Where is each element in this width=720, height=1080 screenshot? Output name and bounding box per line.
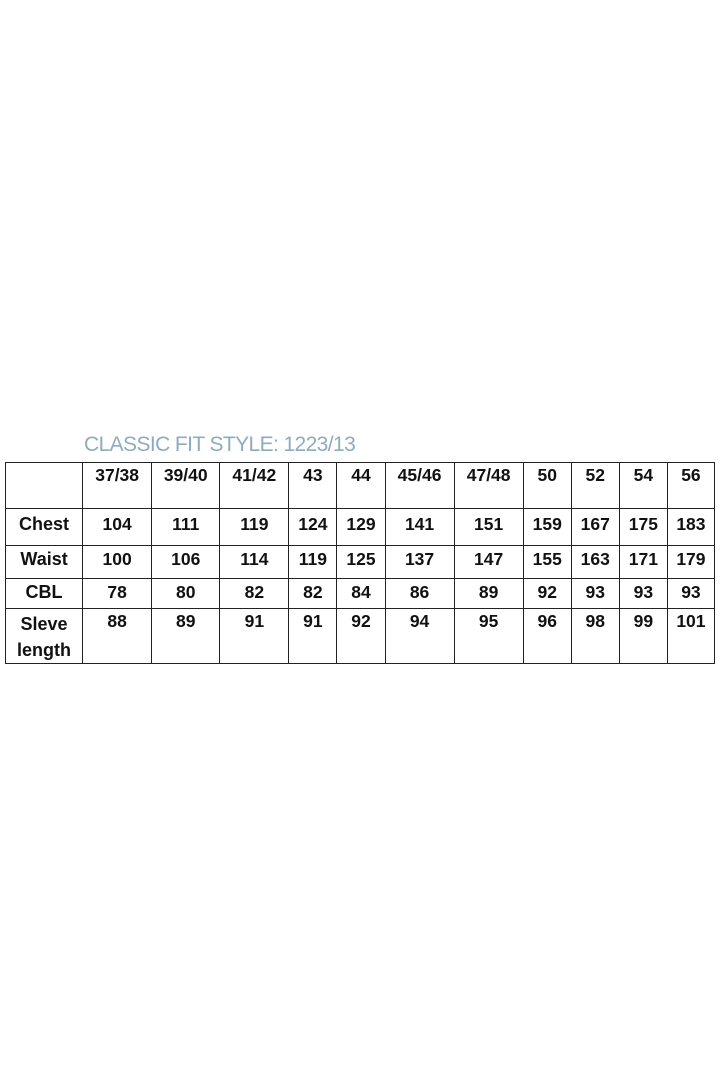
table-row: Sleve length 88 89 91 91 92 94 95 96 98 99 101 bbox=[4, 608, 716, 664]
measurement-cell: 167 bbox=[570, 508, 620, 546]
size-chart-title: CLASSIC FIT STYLE: 1223/13 bbox=[84, 433, 356, 456]
size-header: 37/38 bbox=[82, 462, 153, 509]
measurement-cell: 163 bbox=[570, 545, 620, 579]
row-label: Chest bbox=[4, 508, 84, 546]
measurement-cell: 89 bbox=[453, 578, 524, 609]
measurement-cell: 95 bbox=[453, 608, 524, 664]
measurement-cell: 99 bbox=[618, 608, 668, 664]
measurement-cell: 84 bbox=[336, 578, 386, 609]
measurement-cell: 151 bbox=[453, 508, 524, 546]
measurement-cell: 101 bbox=[666, 608, 716, 664]
measurement-cell: 89 bbox=[151, 608, 221, 664]
measurement-cell: 147 bbox=[453, 545, 524, 579]
measurement-cell: 82 bbox=[219, 578, 290, 609]
measurement-cell: 78 bbox=[82, 578, 153, 609]
measurement-cell: 92 bbox=[522, 578, 572, 609]
row-label: CBL bbox=[4, 578, 84, 609]
size-header: 41/42 bbox=[219, 462, 290, 509]
size-header: 52 bbox=[570, 462, 620, 509]
size-header: 45/46 bbox=[384, 462, 455, 509]
measurement-cell: 175 bbox=[618, 508, 668, 546]
size-header: 47/48 bbox=[453, 462, 524, 509]
measurement-cell: 91 bbox=[219, 608, 290, 664]
size-header: 56 bbox=[666, 462, 716, 509]
size-header: 39/40 bbox=[151, 462, 221, 509]
measurement-cell: 92 bbox=[336, 608, 386, 664]
measurement-cell: 100 bbox=[82, 545, 153, 579]
size-header: 54 bbox=[618, 462, 668, 509]
table-row: CBL 78 80 82 82 84 86 89 92 93 93 93 bbox=[4, 578, 716, 609]
size-header: 50 bbox=[522, 462, 572, 509]
size-header: 43 bbox=[288, 462, 338, 509]
measurement-cell: 129 bbox=[336, 508, 386, 546]
row-label: Waist bbox=[4, 545, 84, 579]
measurement-cell: 183 bbox=[666, 508, 716, 546]
measurement-cell: 94 bbox=[384, 608, 455, 664]
measurement-cell: 119 bbox=[219, 508, 290, 546]
table-row: Chest 104 111 119 124 129 141 151 159 167 175 183 bbox=[4, 508, 716, 546]
measurement-cell: 96 bbox=[522, 608, 572, 664]
measurement-cell: 93 bbox=[570, 578, 620, 609]
size-header: 44 bbox=[336, 462, 386, 509]
measurement-cell: 111 bbox=[151, 508, 221, 546]
measurement-cell: 114 bbox=[219, 545, 290, 579]
measurement-cell: 82 bbox=[288, 578, 338, 609]
measurement-cell: 80 bbox=[151, 578, 221, 609]
measurement-cell: 155 bbox=[522, 545, 572, 579]
measurement-cell: 125 bbox=[336, 545, 386, 579]
measurement-cell: 104 bbox=[82, 508, 153, 546]
size-chart-table: 37/38 39/40 41/42 43 44 45/46 47/48 50 52 54 56 Che… bbox=[4, 462, 716, 664]
measurement-cell: 106 bbox=[151, 545, 221, 579]
measurement-cell: 98 bbox=[570, 608, 620, 664]
measurement-cell: 141 bbox=[384, 508, 455, 546]
measurement-cell: 159 bbox=[522, 508, 572, 546]
measurement-cell: 93 bbox=[618, 578, 668, 609]
corner-cell bbox=[4, 462, 84, 509]
table-row: Waist 100 106 114 119 125 137 147 155 163 171 179 bbox=[4, 545, 716, 579]
measurement-cell: 137 bbox=[384, 545, 455, 579]
measurement-cell: 119 bbox=[288, 545, 338, 579]
header-row: 37/38 39/40 41/42 43 44 45/46 47/48 50 52 54 56 bbox=[4, 462, 716, 509]
measurement-cell: 91 bbox=[288, 608, 338, 664]
measurement-cell: 93 bbox=[666, 578, 716, 609]
measurement-cell: 179 bbox=[666, 545, 716, 579]
row-label: Sleve length bbox=[4, 608, 84, 664]
measurement-cell: 124 bbox=[288, 508, 338, 546]
measurement-cell: 171 bbox=[618, 545, 668, 579]
measurement-cell: 86 bbox=[384, 578, 455, 609]
measurement-cell: 88 bbox=[82, 608, 153, 664]
